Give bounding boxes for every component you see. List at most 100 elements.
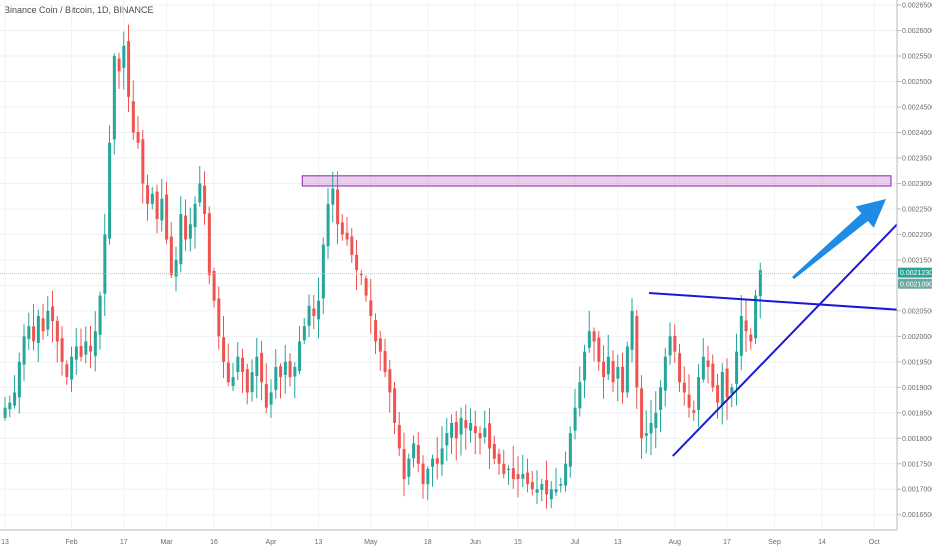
candle-body bbox=[146, 184, 150, 204]
candle-body bbox=[65, 364, 69, 378]
candle-body bbox=[274, 366, 278, 390]
grid-lines bbox=[0, 0, 897, 530]
candle-body bbox=[749, 334, 753, 342]
candle-body bbox=[131, 101, 135, 133]
candle-body bbox=[568, 433, 572, 467]
candle-body bbox=[407, 458, 411, 477]
time-tick-label: Aug bbox=[669, 539, 682, 546]
candle-body bbox=[393, 388, 397, 423]
candle-body bbox=[488, 423, 492, 449]
candle-body bbox=[754, 295, 758, 339]
price-tick-label: 0.0018500 bbox=[902, 410, 932, 417]
time-tick-label: 13 bbox=[315, 539, 323, 546]
candle-body bbox=[435, 458, 439, 464]
candle-body bbox=[616, 366, 620, 379]
resistance-zone-rect bbox=[301, 175, 892, 187]
candle-body bbox=[93, 331, 97, 356]
candle-body bbox=[27, 326, 31, 339]
candle-body bbox=[188, 224, 192, 239]
candle-body bbox=[326, 203, 330, 247]
candle-series bbox=[0, 24, 897, 509]
candle-body bbox=[108, 142, 112, 239]
price-label-box bbox=[898, 278, 932, 289]
candle-body bbox=[103, 234, 107, 294]
candle-body bbox=[526, 472, 530, 485]
trendlines[interactable] bbox=[648, 158, 932, 457]
candle-body bbox=[17, 361, 21, 398]
candle-body bbox=[440, 448, 444, 465]
candle-body bbox=[203, 185, 207, 215]
candle-body bbox=[416, 445, 420, 464]
candle-body bbox=[32, 326, 36, 342]
candle-body bbox=[549, 489, 553, 500]
candle-body bbox=[583, 351, 587, 381]
trendline bbox=[672, 186, 932, 457]
price-tick-label: 0.0026500 bbox=[902, 3, 932, 10]
time-tick-label: 14 bbox=[818, 539, 826, 546]
candle-body bbox=[602, 361, 606, 378]
candle-body bbox=[720, 372, 724, 406]
price-tick-label: 0.0017500 bbox=[902, 461, 932, 468]
candle-body bbox=[374, 320, 378, 342]
time-tick-label: 17 bbox=[120, 539, 128, 546]
time-axis[interactable]: 13 Feb 17 Mar 16 Apr 13 May 18 Jun 15 Jul 13 Aug 17 Sep… bbox=[0, 529, 897, 546]
candle-body bbox=[464, 420, 468, 429]
price-tick-label: 0.0024500 bbox=[902, 105, 932, 112]
price-tick-label: 0.0023000 bbox=[902, 181, 932, 188]
candle-body bbox=[193, 203, 197, 228]
candle-body bbox=[659, 387, 663, 410]
candle-body bbox=[283, 361, 287, 375]
candle-body bbox=[250, 372, 254, 393]
candle-body bbox=[473, 426, 477, 434]
candle-body bbox=[136, 131, 140, 143]
candle-body bbox=[530, 482, 534, 490]
price-tick-label: 0.0022500 bbox=[902, 206, 932, 213]
candle-body bbox=[678, 353, 682, 383]
candle-body bbox=[312, 308, 316, 316]
resistance-zone[interactable] bbox=[301, 175, 892, 187]
candle-body bbox=[402, 449, 406, 480]
candle-body bbox=[51, 306, 55, 322]
candle-body bbox=[36, 315, 40, 343]
candle-body bbox=[241, 357, 245, 373]
candle-body bbox=[516, 474, 520, 480]
candle-body bbox=[264, 384, 268, 408]
candle-body bbox=[492, 443, 496, 459]
time-tick-label: Oct bbox=[869, 539, 880, 546]
candle-body bbox=[321, 244, 325, 299]
candle-body bbox=[426, 468, 430, 485]
candle-body bbox=[46, 310, 50, 330]
candle-body bbox=[298, 341, 302, 371]
candle-body bbox=[564, 463, 568, 486]
time-tick-label: Feb bbox=[65, 539, 77, 546]
time-tick-label: Apr bbox=[266, 539, 278, 546]
candle-body bbox=[511, 468, 515, 480]
price-tick-label: 0.0021500 bbox=[902, 257, 932, 264]
candle-body bbox=[60, 338, 64, 362]
candle-body bbox=[8, 402, 12, 410]
candle-body bbox=[117, 58, 121, 72]
candle-body bbox=[663, 356, 667, 391]
candle-body bbox=[22, 336, 26, 365]
candle-body bbox=[711, 363, 715, 388]
candle-body bbox=[587, 331, 591, 348]
candle-body bbox=[673, 335, 677, 352]
candle-body bbox=[625, 346, 629, 393]
candle-body bbox=[340, 222, 344, 235]
price-tick-label: 0.0023500 bbox=[902, 155, 932, 162]
time-tick-label: 13 bbox=[614, 539, 622, 546]
price-tick-label: 0.0022000 bbox=[902, 232, 932, 239]
price-tick-label: 0.0024000 bbox=[902, 130, 932, 137]
candle-body bbox=[388, 369, 392, 393]
time-tick-label: Jun bbox=[470, 539, 481, 546]
price-tick-label: 0.0025500 bbox=[902, 54, 932, 61]
candle-body bbox=[260, 352, 264, 383]
candle-body bbox=[412, 443, 416, 459]
candle-body bbox=[89, 345, 93, 352]
candle-body bbox=[383, 351, 387, 373]
candle-body bbox=[692, 410, 696, 413]
candle-body bbox=[355, 254, 359, 271]
price-label-box bbox=[898, 267, 932, 278]
candle-body bbox=[540, 484, 544, 491]
